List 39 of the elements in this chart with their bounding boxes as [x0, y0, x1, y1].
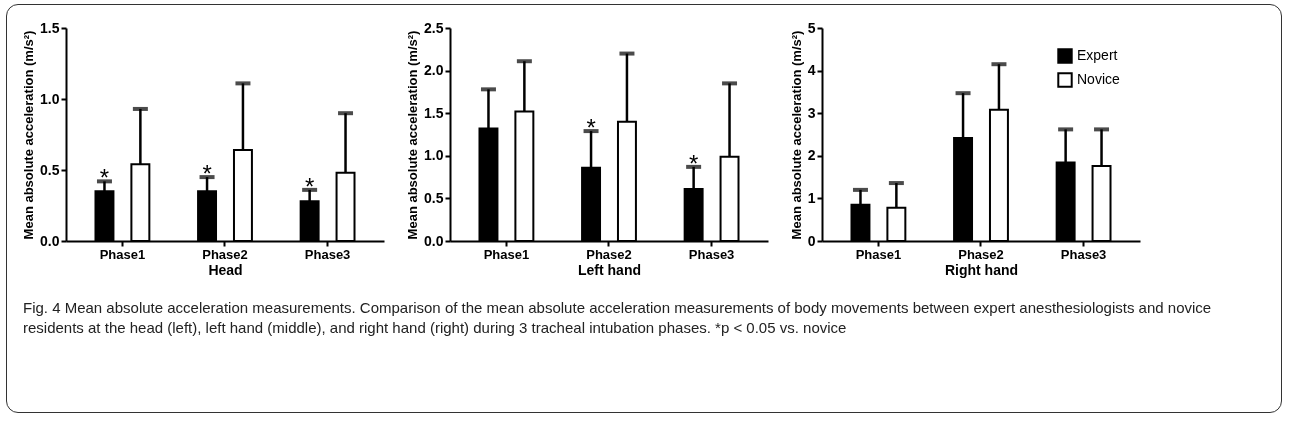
y-tick-label: 2.0	[424, 62, 444, 79]
x-tick-label: Phase1	[855, 246, 902, 262]
data-label: *	[304, 172, 315, 200]
legend-label: Novice	[1077, 71, 1121, 87]
y-tick-label: 1.0	[40, 90, 60, 107]
y-tick-label: 0.5	[40, 161, 60, 178]
x-tick-label: Phase1	[483, 246, 530, 262]
y-axis-title: Mean absolute acceleration (m/s²)	[21, 30, 37, 240]
y-tick-label: 0.0	[424, 232, 444, 249]
data-label: *	[688, 149, 699, 177]
x-axis-title: Head	[208, 261, 243, 278]
y-tick-label: 0	[807, 232, 816, 249]
y-tick-label: 1.0	[424, 147, 444, 164]
x-tick-label: Phase2	[202, 246, 248, 262]
x-tick-label: Phase3	[304, 246, 351, 262]
y-tick-label: 5	[807, 19, 816, 36]
y-tick-label: 2.5	[424, 19, 444, 36]
x-tick-label: Phase1	[99, 246, 146, 262]
y-axis-title: Mean absolute acceleration (m/s²)	[405, 30, 421, 240]
data-label: *	[99, 164, 110, 192]
x-axis-title: Left hand	[578, 261, 641, 278]
legend-label: Expert	[1077, 47, 1118, 63]
y-axis-title: Mean absolute acceleration (m/s²)	[788, 30, 804, 240]
x-axis-title: Right hand	[944, 261, 1019, 278]
y-tick-label: 0.0	[40, 232, 60, 249]
y-tick-label: 3	[807, 104, 816, 121]
x-tick-label: Phase3	[688, 246, 735, 262]
y-tick-label: 4	[807, 62, 816, 79]
data-label: *	[586, 114, 596, 142]
x-tick-label: Phase3	[1060, 246, 1107, 262]
y-tick-label: 2	[807, 147, 816, 164]
x-tick-label: Phase2	[586, 246, 632, 262]
y-tick-label: 1.5	[40, 19, 60, 36]
y-tick-label: 1.5	[424, 104, 444, 121]
x-tick-label: Phase2	[958, 246, 1004, 262]
y-tick-label: 0.5	[424, 189, 444, 206]
y-tick-label: 1	[807, 189, 816, 206]
data-label: *	[202, 160, 212, 188]
caption: Fig. 4 Mean absolute acceleration measurements. Comparison of the mean absolute acceleration measurements of body movements between expert anesthesiologists and novice residents at the head (left), left hand (middle), and right hand (right) during 3 tracheal intubation phases. *p < 0.05 vs. novice	[22, 298, 1213, 338]
